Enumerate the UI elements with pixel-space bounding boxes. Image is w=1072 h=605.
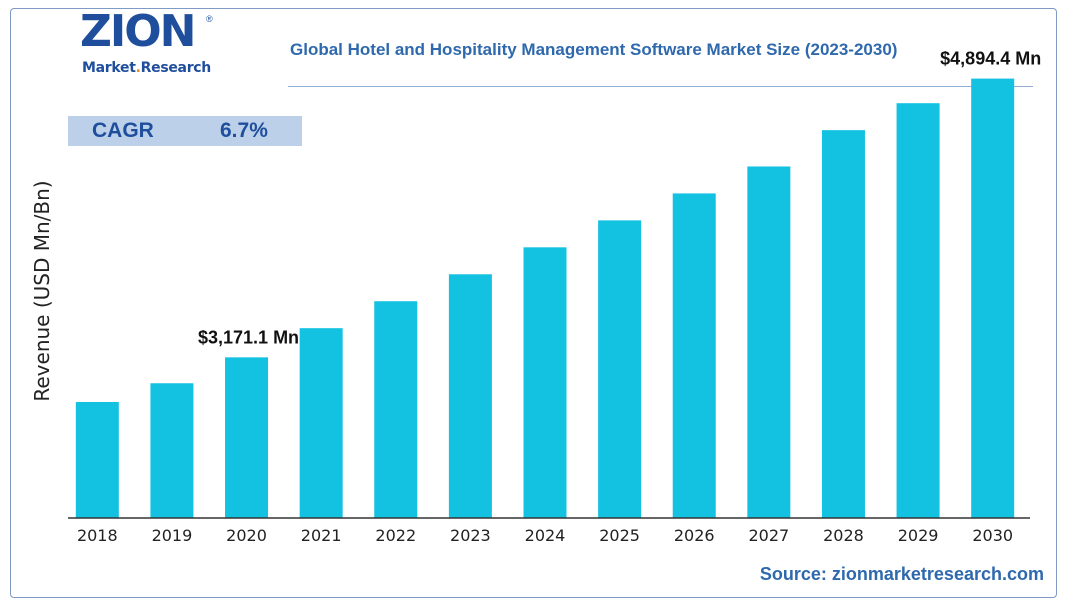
x-tick-label-2028: 2028 <box>823 526 864 545</box>
x-tick-label-2024: 2024 <box>525 526 566 545</box>
logo-sub-main: Market <box>82 60 136 76</box>
bar-2027 <box>747 166 791 518</box>
bar-2030 <box>971 78 1015 519</box>
x-tick-label-2027: 2027 <box>748 526 789 545</box>
cagr-value: 6.7% <box>220 119 268 142</box>
logo-registered-mark: ® <box>206 14 213 24</box>
bar-2018 <box>75 401 119 518</box>
x-tick-label-2019: 2019 <box>152 526 193 545</box>
cagr-badge: CAGR 6.7% <box>68 116 302 146</box>
bar-2024 <box>523 247 567 518</box>
logo-subtitle: Market.Research <box>82 60 211 76</box>
bar-2028 <box>821 130 865 519</box>
x-tick-label-2026: 2026 <box>674 526 715 545</box>
x-tick-label-2025: 2025 <box>599 526 640 545</box>
x-tick-label-2030: 2030 <box>972 526 1013 545</box>
title-underline <box>288 86 1033 87</box>
x-tick-label-2021: 2021 <box>301 526 342 545</box>
bar-2026 <box>672 193 716 518</box>
bar-2021 <box>299 328 343 518</box>
logo-wordmark: ZION <box>80 6 197 57</box>
bar-2020 <box>225 357 269 518</box>
chart-title: Global Hotel and Hospitality Management … <box>290 40 898 59</box>
data-label-2030: $4,894.4 Mn <box>940 49 1041 69</box>
bar-2022 <box>374 301 418 518</box>
x-tick-label-2029: 2029 <box>898 526 939 545</box>
data-label-2020: $3,171.1 Mn <box>198 327 299 347</box>
source-credit: Source: zionmarketresearch.com <box>759 564 1044 584</box>
logo-sub-accent: Research <box>140 60 212 76</box>
bar-2029 <box>896 103 940 518</box>
x-tick-label-2018: 2018 <box>77 526 118 545</box>
bar-2023 <box>448 274 492 518</box>
x-tick-label-2023: 2023 <box>450 526 491 545</box>
x-tick-label-2020: 2020 <box>226 526 267 545</box>
bar-2025 <box>598 220 642 518</box>
x-tick-label-2022: 2022 <box>375 526 416 545</box>
cagr-label: CAGR <box>92 119 154 142</box>
zion-logo: ZION ® Market.Research <box>78 10 218 80</box>
bar-2019 <box>150 383 194 518</box>
logo-sub-dot: . <box>135 60 141 76</box>
